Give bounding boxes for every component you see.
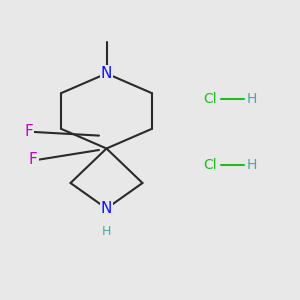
Text: F: F: [24, 124, 33, 140]
Text: F: F: [29, 152, 38, 167]
Text: H: H: [102, 225, 111, 238]
Text: H: H: [247, 158, 257, 172]
Text: Cl: Cl: [203, 92, 217, 106]
Text: N: N: [101, 66, 112, 81]
Text: N: N: [101, 201, 112, 216]
Text: H: H: [247, 92, 257, 106]
Text: Cl: Cl: [203, 158, 217, 172]
